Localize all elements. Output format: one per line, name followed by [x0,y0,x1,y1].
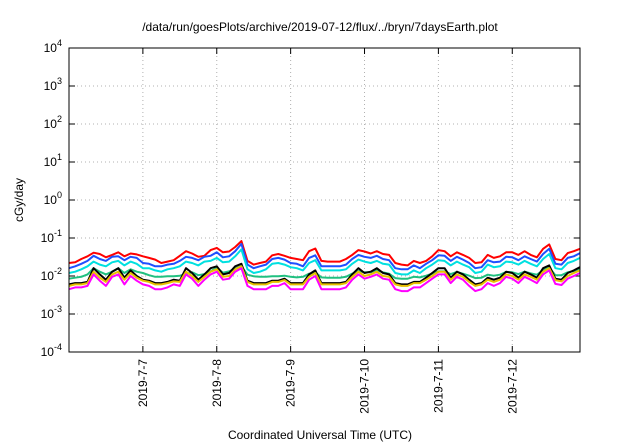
series-line [68,265,581,280]
y-tick-label: 102 [44,114,62,131]
y-tick-label: 100 [44,190,62,207]
plot-frame [68,47,581,353]
x-tick-label: 2019-7-8 [210,359,224,407]
y-tick-label: 104 [44,38,62,55]
x-tick-label: 2019-7-10 [358,359,372,414]
y-tick-label: 10-2 [41,266,62,283]
series-line [68,242,581,271]
y-tick-label: 10-1 [41,228,62,245]
y-tick-label: 10-4 [41,342,62,359]
series-line [68,248,581,276]
chart-title: /data/run/goesPlots/archive/2019-07-12/f… [142,20,498,34]
y-tick-label: 10-3 [41,304,62,321]
x-tick-label: 2019-7-9 [284,359,298,407]
y-tick-label: 101 [44,152,62,169]
x-tick-label: 2019-7-11 [431,359,445,413]
y-tick-label: 103 [44,76,62,93]
series-line [68,262,581,286]
x-tick-label: 2019-7-7 [136,359,150,407]
series-line [68,240,581,267]
x-tick-label: 2019-7-12 [505,359,519,414]
x-axis-label: Coordinated Universal Time (UTC) [227,428,413,442]
series-line [68,265,581,287]
series-line [68,267,581,293]
